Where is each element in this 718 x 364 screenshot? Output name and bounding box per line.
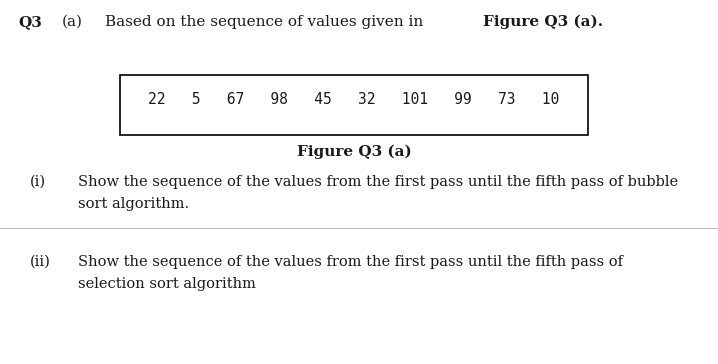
Text: Based on the sequence of values given in: Based on the sequence of values given in (105, 15, 428, 29)
Text: 22   5   67   98   45   32   101   99   73   10: 22 5 67 98 45 32 101 99 73 10 (149, 92, 559, 107)
Text: (a): (a) (62, 15, 83, 29)
Text: (i): (i) (30, 175, 46, 189)
Text: Figure Q3 (a): Figure Q3 (a) (297, 145, 411, 159)
Text: sort algorithm.: sort algorithm. (78, 197, 189, 211)
Text: (ii): (ii) (30, 255, 51, 269)
Text: selection sort algorithm: selection sort algorithm (78, 277, 256, 291)
Bar (120, 75, 588, 135)
Text: Figure Q3 (a).: Figure Q3 (a). (483, 15, 603, 29)
Text: Show the sequence of the values from the first pass until the fifth pass of: Show the sequence of the values from the… (78, 255, 623, 269)
Text: Show the sequence of the values from the first pass until the fifth pass of bubb: Show the sequence of the values from the… (78, 175, 678, 189)
Text: Q3: Q3 (18, 15, 42, 29)
